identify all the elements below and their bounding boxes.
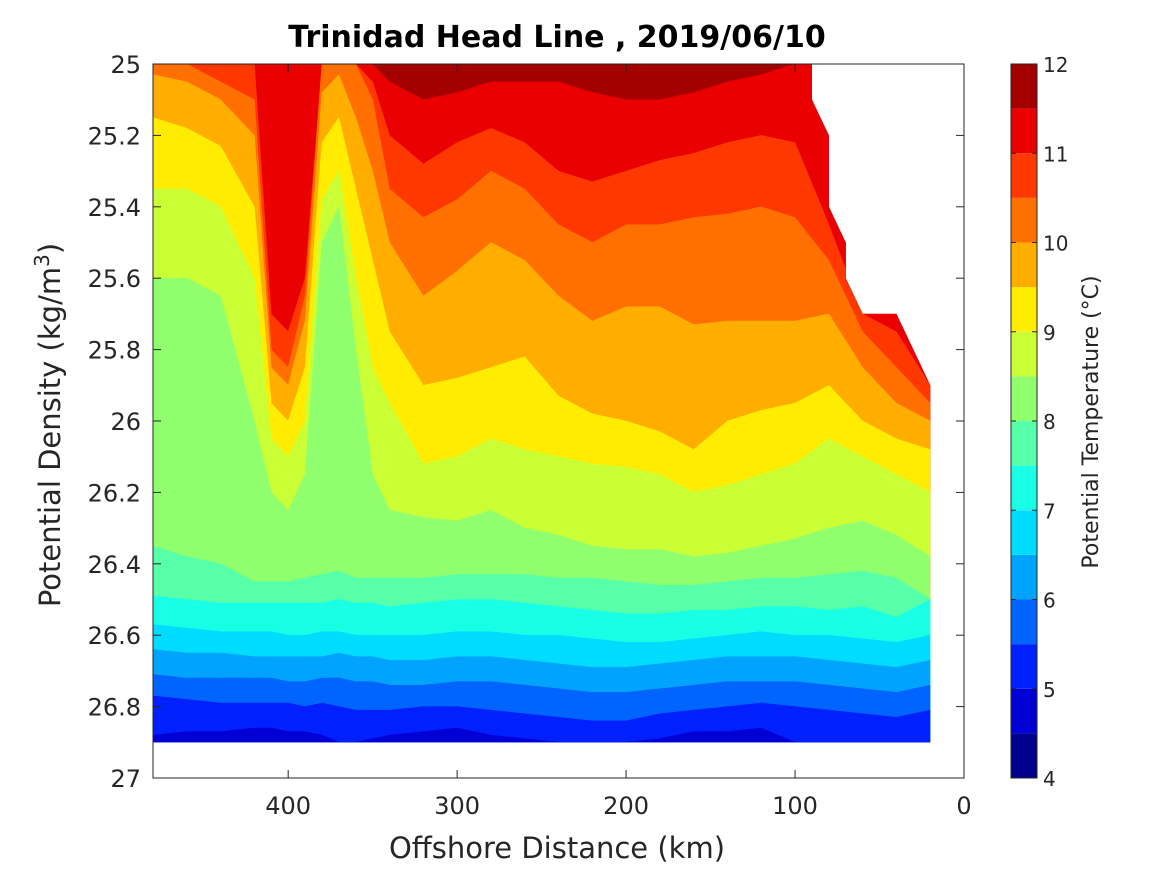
colorbar-swatch	[1011, 197, 1037, 243]
colorbar: 4 5 6 7 8 9 10 11 12	[1010, 53, 1068, 791]
x-tick-label: 300	[434, 792, 480, 820]
colorbar-swatch	[1011, 733, 1037, 778]
band-below-5	[153, 727, 931, 743]
colorbar-swatch	[1011, 421, 1037, 466]
colorbar-tick-label: 4	[1043, 767, 1056, 791]
colorbar-tick-label: 12	[1043, 53, 1068, 77]
colorbar-swatch	[1011, 688, 1037, 734]
x-tick-label: 400	[265, 792, 311, 820]
y-tick-label: 25	[110, 51, 141, 79]
colorbar-swatch	[1011, 644, 1037, 689]
y-tick-label: 25.6	[88, 265, 141, 293]
y-tick-label: 25.2	[88, 122, 141, 150]
colorbar-swatch	[1011, 242, 1037, 288]
chart-title: Trinidad Head Line , 2019/06/10	[288, 20, 825, 55]
colorbar-swatch	[1011, 331, 1037, 377]
y-tick-label: 26.6	[88, 622, 141, 650]
colorbar-tick-label: 5	[1043, 678, 1056, 702]
y-axis-label-superscript: 3	[30, 254, 54, 267]
colorbar-swatch	[1011, 554, 1037, 600]
colorbar-tick-label: 8	[1043, 410, 1056, 434]
y-axis-label-main: Potential Density (kg/m	[33, 267, 67, 607]
colorbar-swatch	[1011, 287, 1037, 332]
x-axis-ticks: 400 300 200 100 0	[265, 64, 972, 820]
band-below-5.5	[153, 695, 931, 743]
colorbar-swatch	[1011, 64, 1037, 109]
colorbar-tick-label: 7	[1043, 499, 1056, 523]
y-tick-label: 26	[110, 408, 141, 436]
colorbar-swatch	[1011, 510, 1037, 555]
y-tick-label: 26.4	[88, 551, 141, 579]
colorbar-swatch	[1011, 108, 1037, 154]
y-tick-label: 26.2	[88, 479, 141, 507]
y-tick-label: 26.8	[88, 694, 141, 722]
colorbar-tick-label: 10	[1043, 232, 1068, 256]
colorbar-swatch	[1011, 376, 1037, 421]
colorbar-swatch	[1011, 599, 1037, 645]
y-tick-label: 25.8	[88, 337, 141, 365]
y-axis-label: Potential Density (kg/m3)	[30, 243, 67, 607]
colorbar-tick-label: 9	[1043, 321, 1056, 345]
x-axis-label: Offshore Distance (km)	[389, 831, 725, 865]
colorbar-swatch	[1011, 153, 1037, 198]
y-tick-label: 27	[110, 765, 141, 793]
x-tick-label: 100	[772, 792, 818, 820]
x-tick-label: 200	[603, 792, 649, 820]
colorbar-tick-label: 6	[1043, 589, 1056, 613]
colorbar-swatch	[1011, 465, 1037, 511]
y-tick-label: 25.4	[88, 194, 141, 222]
y-axis-ticks: 25 25.2 25.4 25.6 25.8 26 26.2 26.4 26.6 26.8 27	[88, 51, 964, 793]
colorbar-tick-label: 11	[1043, 142, 1068, 166]
colorbar-label: Potential Temperature (°C)	[1079, 275, 1104, 568]
contour-bands	[153, 64, 931, 743]
contour-plot-area: 25 25.2 25.4 25.6 25.8 26 26.2 26.4 26.6 26.8 27 4…	[88, 51, 972, 820]
y-axis-label-close: )	[33, 243, 67, 254]
x-tick-label: 0	[956, 792, 971, 820]
